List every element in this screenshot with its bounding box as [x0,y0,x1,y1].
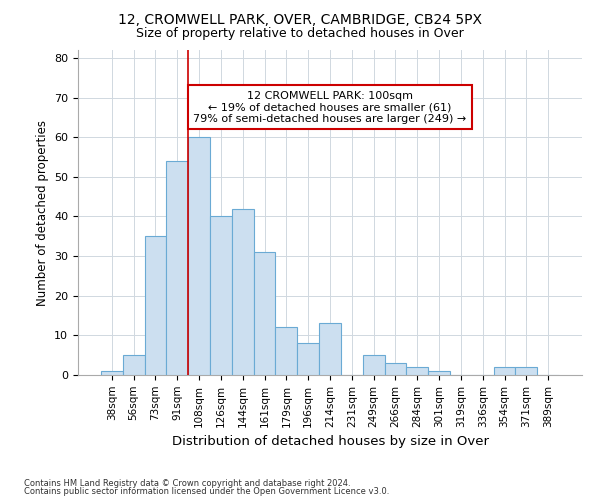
Bar [363,355,385,375]
Bar [406,367,428,375]
Text: Contains HM Land Registry data © Crown copyright and database right 2024.: Contains HM Land Registry data © Crown c… [24,478,350,488]
Bar [297,344,319,375]
Bar [428,371,450,375]
Bar [188,137,210,375]
Bar [232,208,254,375]
Text: Size of property relative to detached houses in Over: Size of property relative to detached ho… [136,28,464,40]
Text: 12 CROMWELL PARK: 100sqm
← 19% of detached houses are smaller (61)
79% of semi-d: 12 CROMWELL PARK: 100sqm ← 19% of detach… [193,90,467,124]
X-axis label: Distribution of detached houses by size in Over: Distribution of detached houses by size … [172,435,488,448]
Bar [166,161,188,375]
Y-axis label: Number of detached properties: Number of detached properties [35,120,49,306]
Bar [123,355,145,375]
Bar [101,371,123,375]
Bar [210,216,232,375]
Bar [145,236,166,375]
Bar [275,328,297,375]
Bar [319,324,341,375]
Text: 12, CROMWELL PARK, OVER, CAMBRIDGE, CB24 5PX: 12, CROMWELL PARK, OVER, CAMBRIDGE, CB24… [118,12,482,26]
Bar [494,367,515,375]
Text: Contains public sector information licensed under the Open Government Licence v3: Contains public sector information licen… [24,487,389,496]
Bar [385,363,406,375]
Bar [254,252,275,375]
Bar [515,367,537,375]
